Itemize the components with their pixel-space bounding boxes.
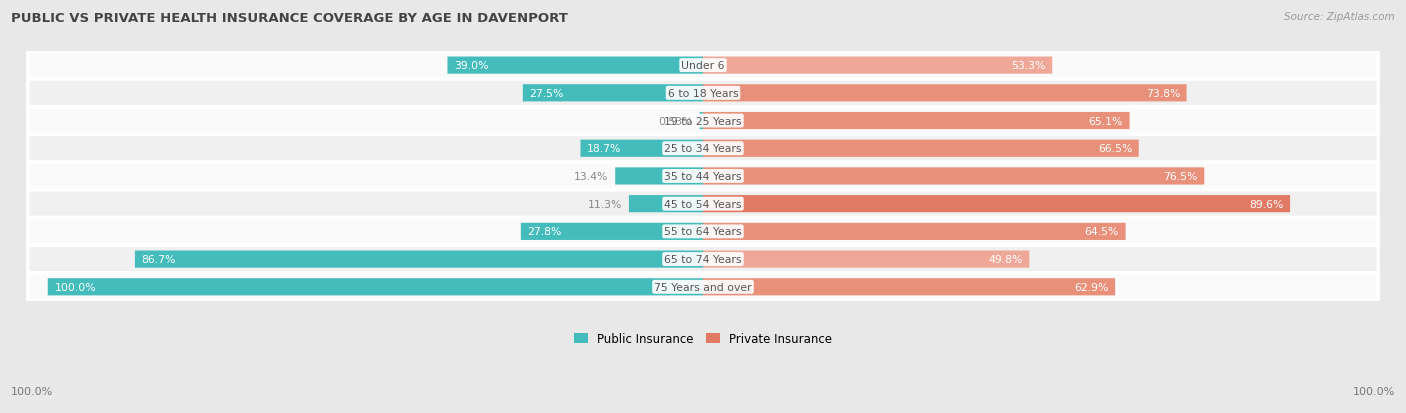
Text: 86.7%: 86.7% — [142, 254, 176, 264]
FancyBboxPatch shape — [28, 107, 1378, 135]
Text: 49.8%: 49.8% — [988, 254, 1022, 264]
FancyBboxPatch shape — [581, 140, 703, 157]
FancyBboxPatch shape — [447, 57, 703, 74]
Text: 6 to 18 Years: 6 to 18 Years — [668, 89, 738, 99]
FancyBboxPatch shape — [523, 85, 703, 102]
Text: 53.3%: 53.3% — [1011, 61, 1046, 71]
Text: 11.3%: 11.3% — [588, 199, 623, 209]
Text: 65.1%: 65.1% — [1088, 116, 1123, 126]
FancyBboxPatch shape — [28, 273, 1378, 301]
Text: PUBLIC VS PRIVATE HEALTH INSURANCE COVERAGE BY AGE IN DAVENPORT: PUBLIC VS PRIVATE HEALTH INSURANCE COVER… — [11, 12, 568, 25]
Text: 65 to 74 Years: 65 to 74 Years — [664, 254, 742, 264]
FancyBboxPatch shape — [703, 278, 1115, 296]
FancyBboxPatch shape — [703, 85, 1187, 102]
Text: 55 to 64 Years: 55 to 64 Years — [664, 227, 742, 237]
FancyBboxPatch shape — [28, 52, 1378, 80]
FancyBboxPatch shape — [520, 223, 703, 240]
Text: 18.7%: 18.7% — [588, 144, 621, 154]
Text: 76.5%: 76.5% — [1163, 171, 1198, 182]
FancyBboxPatch shape — [28, 80, 1378, 107]
Text: 0.53%: 0.53% — [658, 116, 693, 126]
FancyBboxPatch shape — [703, 140, 1139, 157]
FancyBboxPatch shape — [703, 223, 1126, 240]
FancyBboxPatch shape — [28, 135, 1378, 163]
Text: 25 to 34 Years: 25 to 34 Years — [664, 144, 742, 154]
Text: Source: ZipAtlas.com: Source: ZipAtlas.com — [1284, 12, 1395, 22]
Text: 66.5%: 66.5% — [1098, 144, 1132, 154]
FancyBboxPatch shape — [28, 246, 1378, 273]
Legend: Public Insurance, Private Insurance: Public Insurance, Private Insurance — [569, 328, 837, 350]
FancyBboxPatch shape — [28, 218, 1378, 246]
FancyBboxPatch shape — [28, 190, 1378, 218]
Text: 45 to 54 Years: 45 to 54 Years — [664, 199, 742, 209]
Text: 35 to 44 Years: 35 to 44 Years — [664, 171, 742, 182]
Text: 73.8%: 73.8% — [1146, 89, 1180, 99]
FancyBboxPatch shape — [703, 196, 1291, 213]
FancyBboxPatch shape — [700, 113, 703, 130]
Text: 64.5%: 64.5% — [1084, 227, 1119, 237]
FancyBboxPatch shape — [703, 57, 1052, 74]
Text: 62.9%: 62.9% — [1074, 282, 1108, 292]
Text: 100.0%: 100.0% — [1353, 387, 1395, 396]
FancyBboxPatch shape — [703, 168, 1205, 185]
Text: 100.0%: 100.0% — [55, 282, 96, 292]
FancyBboxPatch shape — [703, 251, 1029, 268]
Text: Under 6: Under 6 — [682, 61, 724, 71]
Text: 39.0%: 39.0% — [454, 61, 488, 71]
Text: 19 to 25 Years: 19 to 25 Years — [664, 116, 742, 126]
Text: 27.8%: 27.8% — [527, 227, 562, 237]
FancyBboxPatch shape — [48, 278, 703, 296]
FancyBboxPatch shape — [703, 113, 1129, 130]
Text: 100.0%: 100.0% — [11, 387, 53, 396]
FancyBboxPatch shape — [616, 168, 703, 185]
FancyBboxPatch shape — [628, 196, 703, 213]
FancyBboxPatch shape — [28, 163, 1378, 190]
Text: 75 Years and over: 75 Years and over — [654, 282, 752, 292]
Text: 89.6%: 89.6% — [1249, 199, 1284, 209]
FancyBboxPatch shape — [135, 251, 703, 268]
Text: 13.4%: 13.4% — [574, 171, 609, 182]
Text: 27.5%: 27.5% — [530, 89, 564, 99]
